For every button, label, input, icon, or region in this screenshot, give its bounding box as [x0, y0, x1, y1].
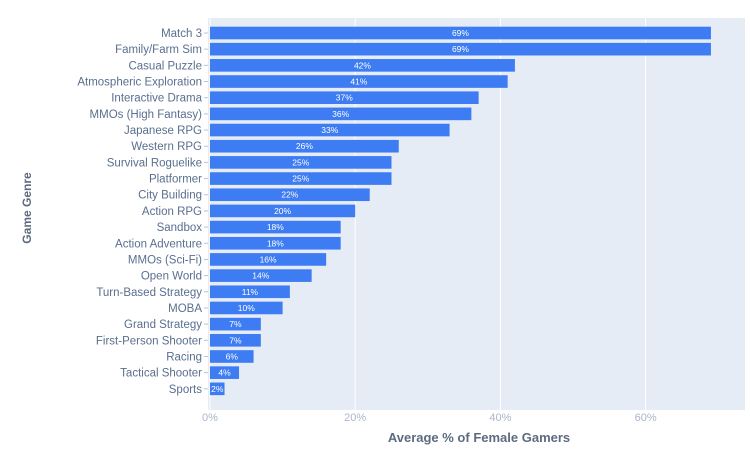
bar-value-label: 36% [332, 109, 349, 119]
bar [210, 220, 341, 234]
category-label: Family/Farm Sim [115, 44, 202, 56]
category-label: Casual Puzzle [128, 60, 202, 72]
category-label: Match 3 [161, 28, 202, 40]
x-tick-label: 60% [635, 412, 657, 424]
bar [210, 236, 341, 250]
bar-value-label: 11% [242, 287, 259, 297]
bar [210, 42, 711, 56]
category-label: MMOs (High Fantasy) [90, 109, 203, 121]
x-axis-title: Average % of Female Gamers [388, 430, 570, 445]
bar [210, 204, 356, 218]
bar-value-label: 69% [452, 44, 469, 54]
bar [210, 91, 479, 105]
bar-value-label: 10% [238, 303, 255, 313]
bar [210, 285, 290, 299]
category-label: MMOs (Sci-Fi) [128, 254, 202, 266]
category-label: Action RPG [142, 206, 202, 218]
bar [210, 333, 261, 347]
category-labels: Match 3 Family/Farm Sim Casual Puzzle Atmos… [77, 28, 208, 396]
bar-value-label: 18% [267, 222, 284, 232]
bar-value-label: 42% [354, 60, 371, 70]
bar [210, 317, 261, 331]
bar-value-label: 22% [281, 190, 298, 200]
bar [210, 172, 392, 185]
bar-value-label: 20% [274, 206, 291, 216]
category-label: Atmospheric Exploration [77, 77, 202, 89]
category-label: Sandbox [157, 222, 203, 234]
bar-value-label: 7% [229, 335, 242, 345]
bar-value-label: 33% [321, 125, 338, 135]
bar [210, 269, 312, 282]
bar-value-label: 41% [350, 77, 367, 87]
bar-value-label: 14% [252, 271, 269, 281]
bar [210, 139, 399, 153]
bar-value-label: 2% [211, 384, 224, 394]
bar-value-label: 4% [218, 368, 231, 378]
bar [210, 253, 327, 266]
bar [210, 75, 508, 88]
bar [210, 366, 240, 379]
bar-value-label: 7% [229, 319, 242, 329]
bar [210, 382, 225, 396]
bar-value-label: 16% [260, 254, 277, 264]
x-tick-label: 20% [344, 412, 366, 424]
bar-value-label: 25% [292, 157, 309, 167]
bar [210, 107, 472, 121]
bar [210, 59, 515, 72]
x-tick-label: 0% [202, 412, 218, 424]
category-label: Sports [169, 384, 202, 396]
bar-value-label: 37% [336, 93, 353, 103]
category-label: Open World [141, 271, 202, 283]
category-label: Grand Strategy [124, 319, 202, 331]
x-tick-label: 40% [489, 412, 511, 424]
x-tick-labels: 0% 20% 40% 60% [202, 412, 657, 424]
bar [210, 156, 392, 169]
category-label: Racing [166, 351, 202, 363]
bar-value-label: 6% [226, 351, 239, 361]
category-label: Action Adventure [115, 238, 202, 250]
category-label: MOBA [168, 303, 202, 315]
category-label: Western RPG [131, 141, 202, 153]
bar [210, 350, 254, 363]
bar-value-label: 69% [452, 28, 469, 38]
category-label: City Building [138, 190, 202, 202]
bar-value-label: 18% [267, 238, 284, 248]
bar-value-label: 25% [292, 174, 309, 184]
bar [210, 26, 711, 40]
bar [210, 123, 450, 137]
bar-value-label: 26% [296, 141, 313, 151]
category-label: Turn-Based Strategy [96, 287, 202, 299]
category-label: First-Person Shooter [96, 335, 202, 347]
bar [210, 301, 283, 315]
category-label: Japanese RPG [124, 125, 202, 137]
category-label: Platformer [149, 174, 202, 186]
category-label: Survival Roguelike [107, 157, 202, 169]
value-labels: 69% 69% 42% 41% 37% 36% 33% 26% 25% 25% 22% 20% 18% 1… [211, 28, 469, 394]
category-label: Tactical Shooter [120, 368, 202, 380]
y-axis-title: Game Genre [20, 172, 34, 244]
category-label: Interactive Drama [111, 93, 202, 105]
bars [210, 26, 711, 396]
bar [210, 188, 370, 202]
